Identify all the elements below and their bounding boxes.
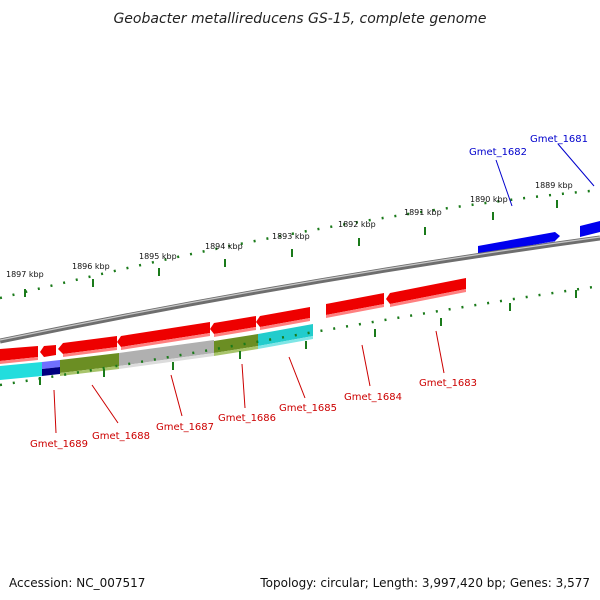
tick-label-1897: 1897 kbp: [6, 270, 44, 279]
tick-label-1894: 1894 kbp: [205, 242, 243, 251]
gene-gmet-1686[interactable]: [210, 316, 256, 334]
map-title: Geobacter metallireducens GS-15, complet…: [113, 11, 486, 27]
gene-label-gmet-1681[interactable]: Gmet_1681: [530, 134, 588, 145]
gene-gmet-1685[interactable]: [256, 307, 310, 327]
accession-text: Accession: NC_007517: [9, 576, 145, 590]
tick-label-1889: 1889 kbp: [535, 181, 573, 190]
tick-label-1892: 1892 kbp: [338, 220, 376, 229]
gene-label-gmet-1686[interactable]: Gmet_1686: [218, 413, 276, 424]
genome-backbone: [0, 235, 600, 344]
gene-label-gmet-1688[interactable]: Gmet_1688: [92, 431, 150, 442]
gene-gmet-1681[interactable]: [580, 221, 600, 237]
tick-label-1890: 1890 kbp: [470, 195, 508, 204]
inner-tick-ring: [0, 284, 600, 387]
gene-label-gmet-1685[interactable]: Gmet_1685: [279, 403, 337, 414]
gene-gmet-1682[interactable]: [478, 232, 560, 255]
gene-label-gmet-1684[interactable]: Gmet_1684: [344, 392, 402, 403]
gene-label-gmet-1682[interactable]: Gmet_1682: [469, 147, 527, 158]
gene-gmet-1688[interactable]: [58, 336, 117, 354]
outer-tick-ring: [0, 188, 600, 300]
ruler-major-ticks: [24, 200, 558, 297]
tick-label-1896: 1896 kbp: [72, 262, 110, 271]
genome-summary-text: Topology: circular; Length: 3,997,420 bp…: [259, 576, 590, 590]
gene-gmet-1683[interactable]: [386, 278, 466, 304]
cog-category-track: [0, 324, 313, 380]
gene-label-gmet-1687[interactable]: Gmet_1687: [156, 422, 214, 433]
ruler-tick-labels: 1897 kbp 1896 kbp 1895 kbp 1894 kbp 1893…: [6, 181, 573, 279]
gene-gmet-1684[interactable]: [326, 293, 384, 315]
gene-label-gmet-1683[interactable]: Gmet_1683: [419, 378, 477, 389]
gene-gmet-1687[interactable]: [117, 322, 210, 347]
gene-label-leaders: [53, 143, 595, 434]
tick-label-1895: 1895 kbp: [139, 252, 177, 261]
gene-gmet-1689[interactable]: [40, 345, 56, 357]
tick-label-1891: 1891 kbp: [404, 208, 442, 217]
gene-labels: Gmet_1682 Gmet_1681 Gmet_1689 Gmet_1688 …: [30, 134, 588, 450]
gene-label-gmet-1689[interactable]: Gmet_1689: [30, 439, 88, 450]
reverse-strand-genes: [0, 278, 466, 364]
tick-label-1893: 1893 kbp: [272, 232, 310, 241]
